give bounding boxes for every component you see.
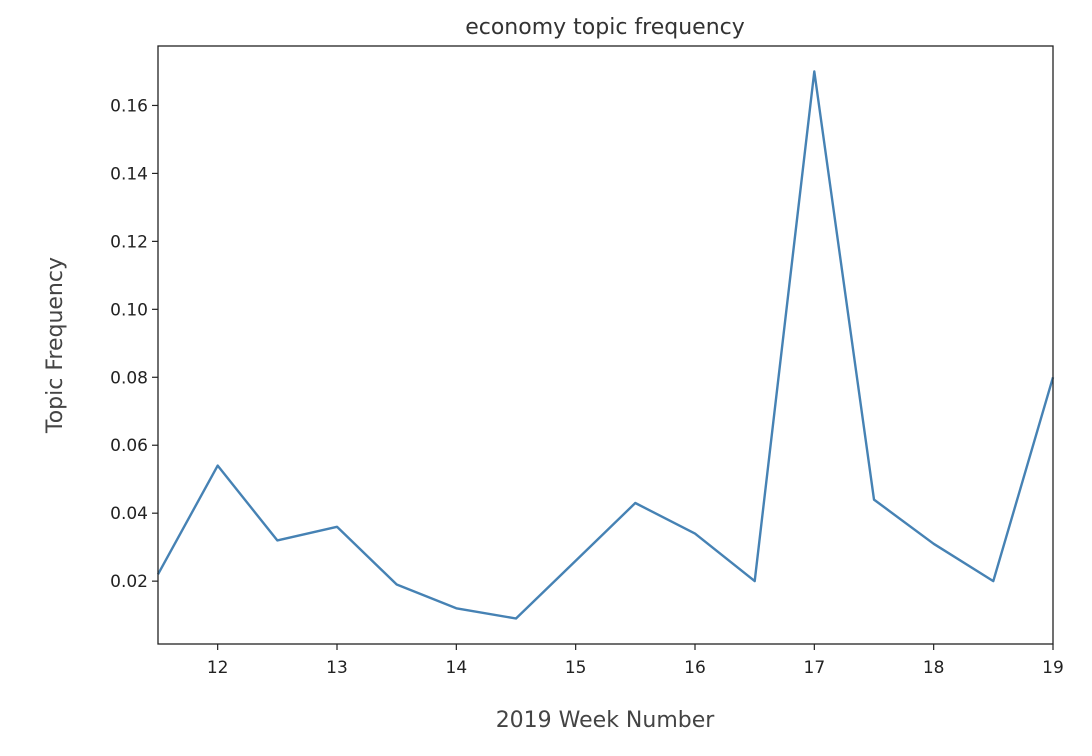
y-tick-label: 0.06 <box>110 436 148 456</box>
chart-title: economy topic frequency <box>465 15 745 40</box>
x-tick-label: 13 <box>326 658 348 678</box>
y-tick-label: 0.08 <box>110 368 148 388</box>
plot-area: 12 13 14 15 16 17 18 19 0.02 0.04 0.06 0.08 0.10 0.1… <box>110 45 1064 678</box>
x-tick-label: 16 <box>684 658 706 678</box>
y-tick-label: 0.16 <box>110 96 148 116</box>
x-tick-label: 19 <box>1042 658 1064 678</box>
x-tick-label: 12 <box>207 658 229 678</box>
y-tick-label: 0.12 <box>110 232 148 252</box>
plot-frame <box>157 45 1054 645</box>
y-tick-label: 0.10 <box>110 300 148 320</box>
x-tick-label: 15 <box>565 658 587 678</box>
x-tick-label: 14 <box>446 658 468 678</box>
x-axis: 12 13 14 15 16 17 18 19 <box>207 644 1064 678</box>
x-axis-label: 2019 Week Number <box>496 708 716 733</box>
y-axis-label: Topic Frequency <box>43 257 68 434</box>
x-tick-label: 18 <box>923 658 945 678</box>
y-axis: 0.02 0.04 0.06 0.08 0.10 0.12 0.14 0.16 <box>110 96 158 592</box>
x-tick-label: 17 <box>804 658 826 678</box>
series-line <box>156 70 1055 620</box>
series-layer <box>156 70 1055 620</box>
y-tick-label: 0.14 <box>110 164 148 184</box>
y-tick-label: 0.02 <box>110 572 148 592</box>
y-tick-label: 0.04 <box>110 504 148 524</box>
